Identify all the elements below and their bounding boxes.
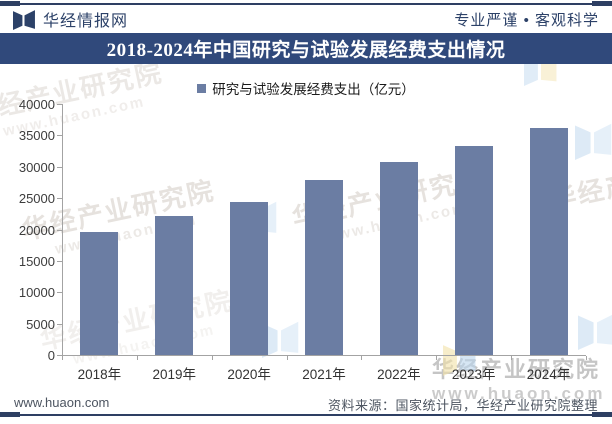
x-axis-tick [361,356,363,360]
bar [529,128,568,355]
y-axis-tick [57,323,62,325]
x-axis-tick-label: 2020年 [227,367,271,382]
x-axis-tick [136,356,138,360]
chart-title: 2018-2024年中国研究与试验发展经费支出情况 [106,40,506,61]
y-axis-tick-label: 25000 [18,191,55,207]
x-axis-tick [586,356,587,360]
x-axis-tick-label: 2023年 [451,367,496,382]
x-axis-tick-label: 2019年 [152,367,197,382]
y-axis-tick-label: 0 [47,348,55,363]
bar [305,179,343,355]
bar [230,201,269,355]
x-axis-tick [436,356,438,360]
x-axis-tick [211,356,213,360]
y-axis-tick-label: 30000 [18,159,55,175]
header: 华经情报网 专业严谨 • 客观科学 [13,7,599,31]
footer-website: www.huaon.com [14,395,110,410]
x-axis-tick [511,356,513,360]
top-border-cap-left [0,1,20,6]
site-brand: 华经情报网 [13,7,128,31]
y-axis-tick [57,198,62,200]
y-axis-tick [57,292,62,294]
y-axis-tick [57,260,62,262]
bar [379,161,418,355]
x-axis-tick-label: 2022年 [377,367,421,382]
bottom-border-rule [0,412,612,417]
x-axis-tick-label: 2021年 [302,367,346,382]
y-axis-tick [57,166,62,168]
y-axis-tick-label: 35000 [18,128,55,144]
y-axis-tick [57,104,62,105]
y-axis-tick-label: 5000 [26,316,55,332]
bottom-border-cap-left [0,412,20,417]
y-axis-tick-label: 40000 [18,97,55,112]
bar [80,231,119,355]
y-axis-tick-label: 10000 [18,285,55,301]
y-axis-tick-label: 15000 [18,253,55,269]
x-axis-line [62,355,586,356]
y-axis-tick [57,229,62,231]
y-axis-line [62,104,63,355]
site-name: 华经情报网 [43,13,129,30]
top-border-cap-right [592,1,612,6]
footer-source: 资料来源：国家统计局，华经产业研究院整理 [327,398,598,413]
legend-label: 研究与试验发展经费支出（亿元） [212,82,415,97]
legend-marker-icon [197,83,207,93]
top-border-rule [0,1,612,6]
x-axis-tick-label: 2018年 [77,367,122,382]
y-axis-tick [57,355,62,356]
y-axis-tick-label: 20000 [18,222,55,238]
bar [155,216,194,355]
huajing-logo-icon [13,9,35,30]
y-axis-tick [57,135,62,137]
x-axis-tick [286,356,288,360]
legend: 研究与试验发展经费支出（亿元） [0,79,612,97]
x-axis-tick-label: 2024年 [526,367,571,382]
bottom-border-cap-right [592,412,612,417]
tagline: 专业严谨 • 客观科学 [454,11,599,29]
title-bar: 2018-2024年中国研究与试验发展经费支出情况 [0,33,612,64]
bar [454,145,493,355]
x-axis-tick [62,356,63,360]
